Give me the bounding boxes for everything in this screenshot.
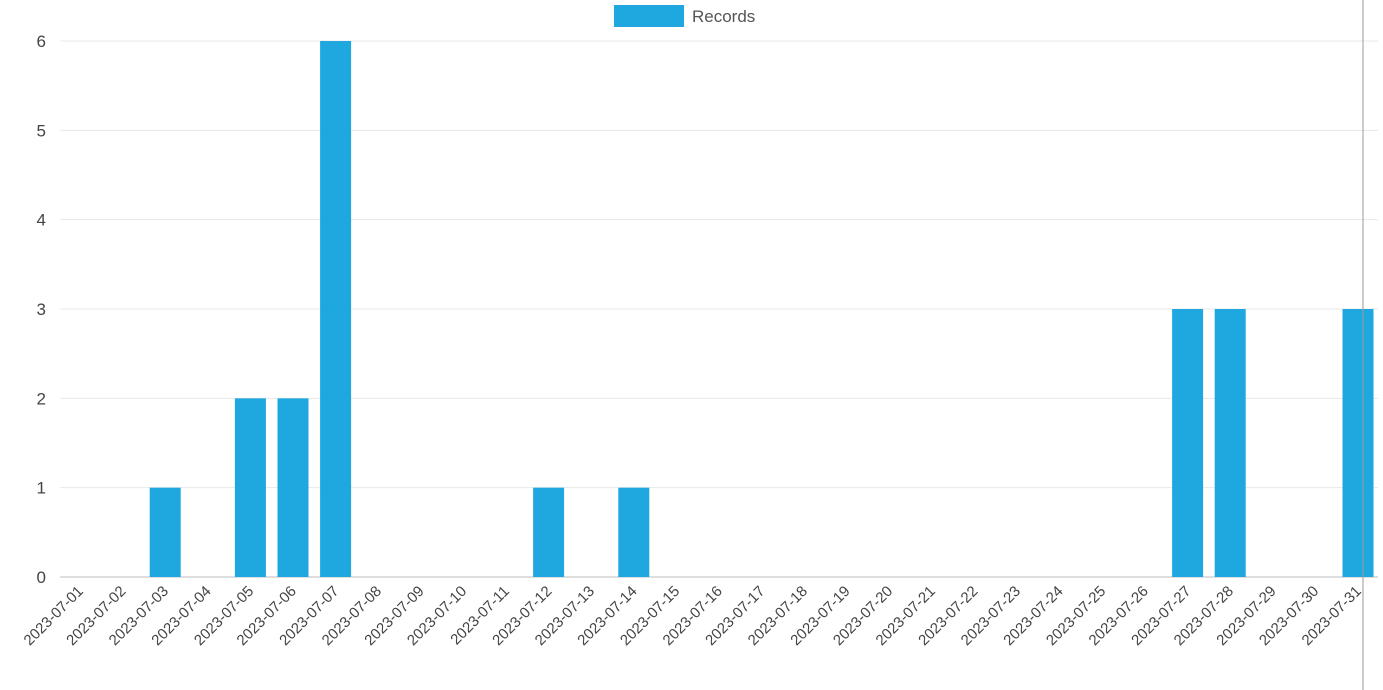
- y-tick-label: 6: [37, 32, 46, 51]
- bar-2023-07-06[interactable]: [277, 398, 309, 577]
- bar-2023-07-12[interactable]: [533, 487, 565, 577]
- bar-2023-07-31[interactable]: [1342, 309, 1374, 577]
- y-tick-label: 4: [37, 211, 46, 230]
- bars: [149, 41, 1374, 577]
- bar-2023-07-14[interactable]: [618, 487, 650, 577]
- bar-2023-07-07[interactable]: [320, 41, 352, 577]
- legend-swatch-records: [614, 5, 684, 27]
- y-tick-label: 5: [37, 121, 46, 140]
- y-tick-label: 2: [37, 389, 46, 408]
- x-axis-ticks: 2023-07-012023-07-022023-07-032023-07-04…: [21, 583, 1365, 649]
- legend[interactable]: Records: [614, 5, 755, 27]
- y-tick-label: 0: [37, 568, 46, 587]
- y-tick-label: 1: [37, 479, 46, 498]
- bar-2023-07-05[interactable]: [234, 398, 266, 577]
- y-tick-label: 3: [37, 300, 46, 319]
- y-axis-ticks: 0 1 2 3 4 5 6: [37, 32, 46, 587]
- bar-2023-07-27[interactable]: [1172, 309, 1204, 577]
- bar-2023-07-03[interactable]: [149, 487, 181, 577]
- bar-2023-07-28[interactable]: [1214, 309, 1246, 577]
- legend-label-records: Records: [692, 7, 755, 26]
